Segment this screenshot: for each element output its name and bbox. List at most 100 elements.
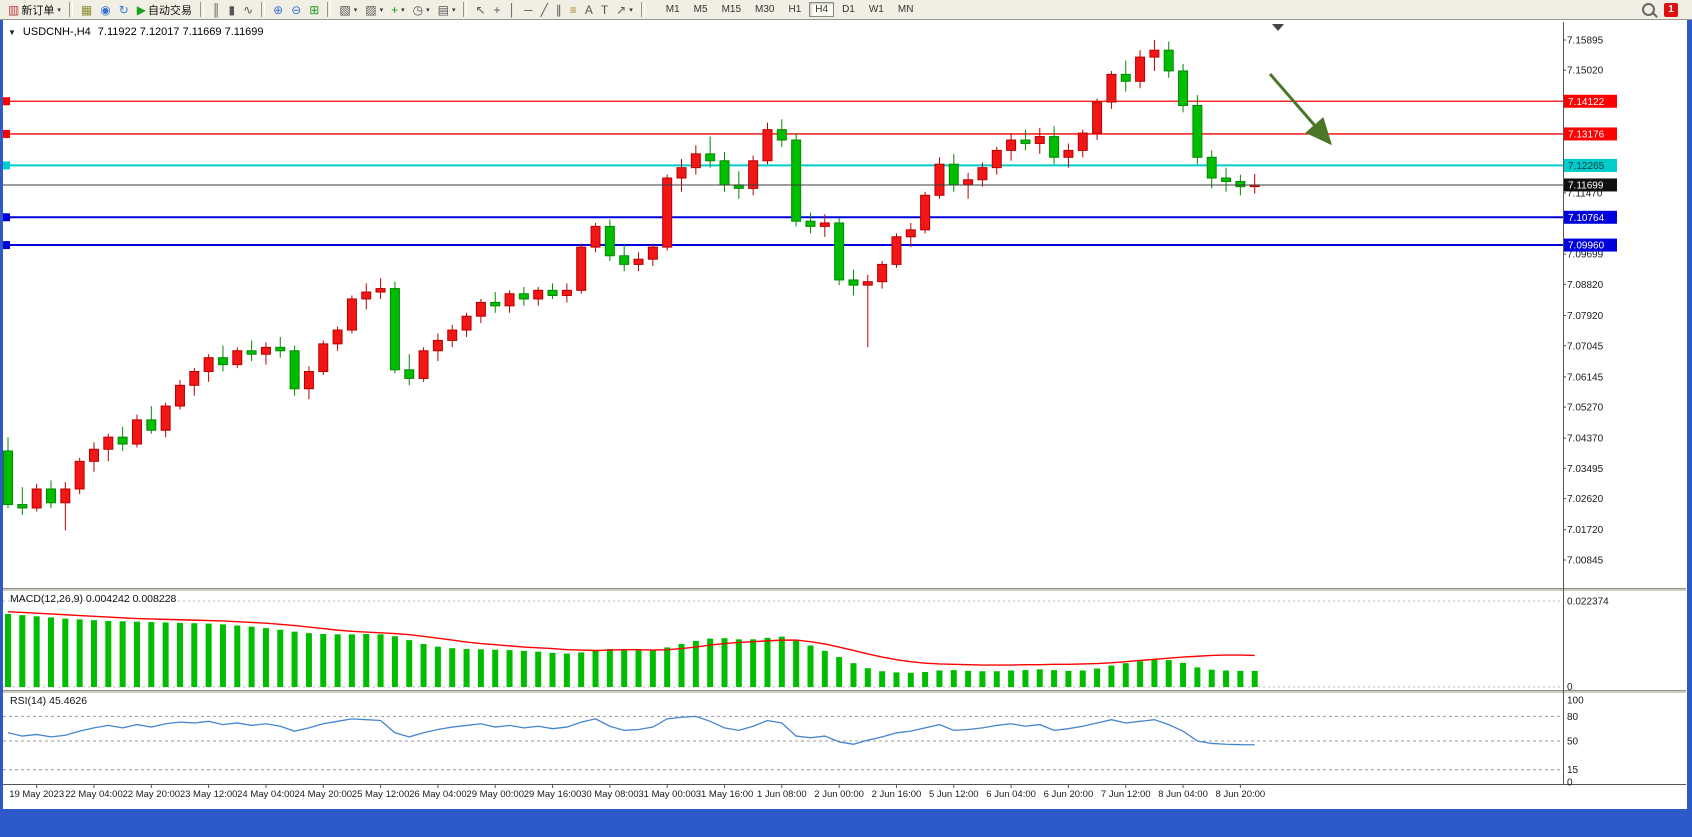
search-icon[interactable] [1642, 3, 1655, 16]
svg-text:7.15895: 7.15895 [1567, 36, 1604, 47]
fibonacci-button[interactable]: ≡ [566, 1, 581, 19]
profiles-button[interactable]: ▨ ▾ [361, 1, 387, 19]
macd-label: MACD(12,26,9) 0.004242 0.008228 [10, 593, 176, 605]
navigator-button[interactable]: ◉ [96, 1, 114, 19]
vertical-line-button[interactable]: │ [505, 1, 521, 19]
timeframe-h4-button[interactable]: H4 [809, 2, 835, 17]
text-icon: A [584, 2, 593, 17]
cursor-button[interactable]: ↖ [471, 1, 489, 19]
level-handle[interactable] [3, 161, 10, 170]
templates-icon: ▤ [437, 2, 449, 17]
chart-shift-marker[interactable] [1272, 24, 1284, 31]
templates-button[interactable]: ▤ ▾ [434, 1, 460, 19]
arrows-button[interactable]: ↗ ▾ [612, 1, 637, 19]
horizontal-line-icon: ─ [524, 2, 533, 17]
timeframe-h1-button[interactable]: H1 [782, 2, 807, 17]
toolbar-separator [640, 2, 645, 17]
price-tag-7.09960: 7.09960 [1564, 238, 1617, 252]
toolbar-separator [261, 2, 266, 17]
channel-button[interactable]: ∥ [552, 1, 566, 19]
separator-main-macd[interactable] [3, 588, 1686, 591]
dropdown-caret-icon: ▾ [353, 6, 358, 14]
svg-text:7.15020: 7.15020 [1567, 66, 1604, 77]
trendline-button[interactable]: ╱ [537, 1, 552, 19]
indicators-button[interactable]: + ▾ [387, 1, 409, 19]
level-handle[interactable] [3, 241, 10, 250]
timeframe-mn-button[interactable]: MN [892, 2, 920, 17]
timeframe-m1-button[interactable]: M1 [660, 2, 686, 17]
svg-text:7.10764: 7.10764 [1568, 213, 1605, 224]
svg-text:7.01720: 7.01720 [1567, 525, 1604, 536]
timeframe-m15-button[interactable]: M15 [716, 2, 747, 17]
timeframe-m30-button[interactable]: M30 [749, 2, 780, 17]
window-frame-left [0, 20, 3, 837]
toolbar-separator [463, 2, 468, 17]
bar-chart-button[interactable]: ║ [208, 1, 225, 19]
svg-text:7 Jun 12:00: 7 Jun 12:00 [1101, 789, 1151, 800]
toolbar-separator [68, 2, 73, 17]
zoom-in-button[interactable]: ⊕ [269, 1, 287, 19]
separator-macd-rsi[interactable] [3, 690, 1686, 693]
zoom-in-icon: ⊕ [273, 2, 284, 17]
svg-text:31 May 00:00: 31 May 00:00 [638, 789, 696, 800]
svg-text:29 May 00:00: 29 May 00:00 [466, 789, 524, 800]
refresh-button[interactable]: ↻ [115, 1, 133, 19]
svg-text:7.04370: 7.04370 [1567, 434, 1604, 445]
horizontal-line-button[interactable]: ─ [520, 1, 537, 19]
market-watch-icon: ▦ [80, 2, 93, 17]
svg-text:8 Jun 04:00: 8 Jun 04:00 [1158, 789, 1208, 800]
text-label-button[interactable]: T [597, 1, 612, 19]
timeframe-w1-button[interactable]: W1 [863, 2, 890, 17]
autotrading-button[interactable]: ▶ 自动交易 [133, 1, 196, 19]
svg-text:15: 15 [1567, 765, 1579, 776]
timeframe-d1-button[interactable]: D1 [836, 2, 861, 17]
toolbar: ▥ 新订单 ▾ ▦ ◉ ↻ ▶ 自动交易 ║ ▮ ∿ ⊕ ⊖ ⊞ ▧ ▾ ▨ ▾ + ▾ ◷ ▾ ▤ ▾ ↖ + │ ─ ╱ ∥ ≡ A T ↗ ▾… [0, 0, 1692, 20]
svg-text:24 May 20:00: 24 May 20:00 [294, 789, 352, 800]
text-label-icon: T [600, 2, 609, 17]
svg-text:7.09699: 7.09699 [1567, 250, 1604, 261]
svg-text:7.11470: 7.11470 [1567, 188, 1603, 199]
zoom-out-icon: ⊖ [291, 2, 302, 17]
window-frame-right [1687, 20, 1692, 837]
line-chart-button[interactable]: ∿ [239, 1, 257, 19]
time-axis-labels: 19 May 2023 22 May 04:00 22 May 20:00 23 Ma… [9, 784, 1265, 800]
svg-text:100: 100 [1567, 696, 1584, 707]
timeframe-m5-button[interactable]: M5 [688, 2, 714, 17]
new-chart-button[interactable]: ▧ ▾ [335, 1, 361, 19]
periods-button[interactable]: ◷ ▾ [409, 1, 434, 19]
market-watch-button[interactable]: ▦ [77, 1, 96, 19]
channel-icon: ∥ [555, 2, 562, 17]
notification-badge[interactable]: 1 [1664, 2, 1678, 17]
trendline-icon: ╱ [540, 2, 548, 17]
tile-windows-button[interactable]: ⊞ [305, 1, 323, 19]
current-price-tag: 7.11699 [1564, 178, 1617, 192]
svg-text:25 May 12:00: 25 May 12:00 [352, 789, 410, 800]
dropdown-caret-icon: ▾ [401, 6, 405, 14]
svg-text:7.07920: 7.07920 [1567, 311, 1604, 322]
svg-text:7.12265: 7.12265 [1568, 161, 1605, 172]
text-button[interactable]: A [581, 1, 597, 19]
refresh-icon: ↻ [118, 2, 129, 17]
line-chart-icon: ∿ [243, 2, 254, 17]
svg-text:26 May 04:00: 26 May 04:00 [409, 789, 467, 800]
new-order-button[interactable]: ▥ 新订单 ▾ [4, 1, 65, 19]
trend-arrow-annotation[interactable] [1268, 73, 1332, 146]
collapse-arrow-icon[interactable]: ▼ [8, 27, 16, 37]
candlestick-chart-button[interactable]: ▮ [225, 1, 240, 19]
zoom-out-button[interactable]: ⊖ [287, 1, 305, 19]
symbol-label: USDCNH-,H4 [22, 26, 91, 38]
level-handle[interactable] [3, 129, 10, 138]
level-handle[interactable] [3, 213, 10, 222]
svg-text:7.06145: 7.06145 [1567, 372, 1604, 383]
crosshair-button[interactable]: + [490, 1, 505, 19]
svg-text:30 May 08:00: 30 May 08:00 [581, 789, 639, 800]
level-handle[interactable] [3, 97, 10, 106]
macd-signal-line [7, 610, 1255, 666]
dropdown-caret-icon: ▾ [426, 6, 430, 14]
candlestick-chart-icon: ▮ [228, 2, 236, 17]
svg-text:7.09960: 7.09960 [1568, 241, 1605, 252]
rsi-line [7, 715, 1255, 746]
svg-text:0: 0 [1567, 682, 1573, 693]
